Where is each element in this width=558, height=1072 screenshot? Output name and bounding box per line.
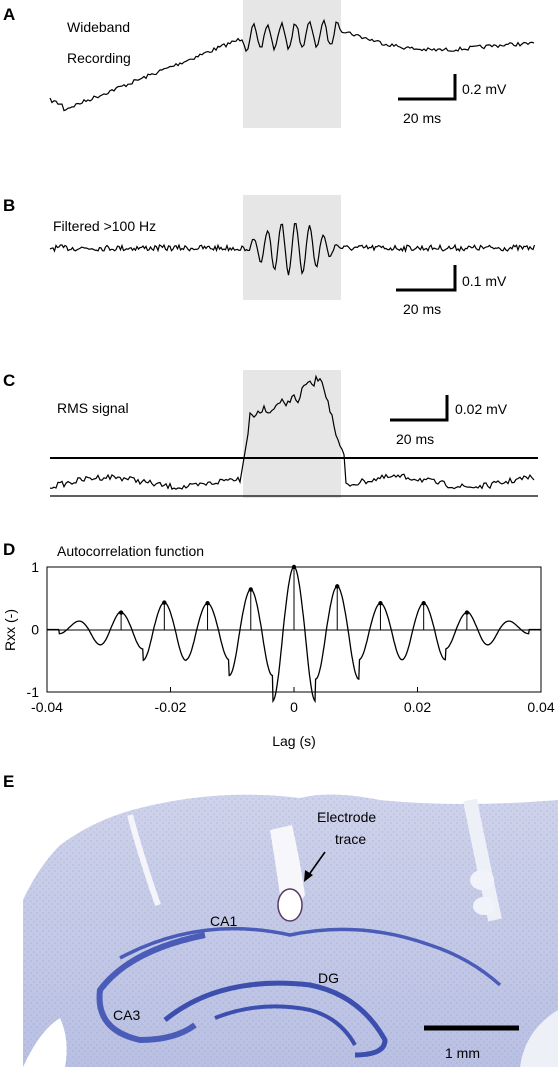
dg-lower-blade	[214, 1004, 357, 1046]
panel-c-scalebar	[390, 395, 449, 422]
x-tick-label: -0.04	[31, 699, 63, 715]
x-tick-label: 0	[290, 699, 298, 715]
panel-d: D Autocorrelation function -0.04 -0.02 0 0.…	[2, 540, 555, 749]
panel-a-label-line1: Wideband	[67, 19, 130, 35]
y-tick-label: 0	[31, 622, 39, 638]
panel-b-trace	[49, 222, 536, 276]
ca1-label: CA1	[210, 913, 237, 929]
panel-a-scalebar-y-label: 0.2 mV	[462, 81, 507, 97]
electrode-label-line2: trace	[335, 831, 366, 847]
panel-a-trace	[49, 18, 535, 112]
panel-c-scalebar-y-label: 0.02 mV	[455, 401, 508, 417]
histology-lower-right	[520, 1010, 558, 1067]
electrode-lesion	[277, 888, 303, 922]
panel-c-letter: C	[3, 371, 15, 390]
panel-a: A Wideband Recording 0.2 mV 20 ms	[3, 0, 535, 128]
dg-upper-blade	[163, 980, 388, 1058]
y-tick-label: 1	[31, 559, 39, 575]
electrode-arrow-shaft	[307, 851, 326, 877]
dg-label: DG	[318, 970, 339, 986]
panel-a-label-line2: Recording	[67, 50, 131, 66]
panel-a-shaded-region	[243, 0, 341, 128]
x-tick-label: -0.02	[155, 699, 187, 715]
panel-b: B Filtered >100 Hz 0.1 mV 20 ms	[3, 195, 536, 317]
cortex-fissure	[127, 814, 161, 907]
panel-a-letter: A	[3, 5, 15, 24]
ca3-layer	[96, 932, 206, 1044]
panel-a-scalebar	[398, 74, 457, 101]
panel-b-scalebar-x-label: 20 ms	[403, 301, 441, 317]
panel-b-label: Filtered >100 Hz	[53, 218, 156, 234]
x-tick-label: 0.02	[404, 699, 431, 715]
panel-b-scalebar	[396, 265, 457, 292]
panel-d-ylabel: Rxx (-)	[2, 609, 18, 651]
acf-peak-marker	[118, 610, 124, 615]
x-tick-label: 0.04	[527, 699, 554, 715]
panel-c-label: RMS signal	[57, 400, 129, 416]
electrode-label-line1: Electrode	[317, 809, 376, 825]
histology-texture	[23, 785, 558, 1067]
ventricle-bottom	[473, 897, 495, 915]
ventricle-top	[470, 870, 494, 890]
acf-peak-marker	[291, 564, 297, 570]
panel-a-scalebar-x-label: 20 ms	[403, 110, 441, 126]
panel-c-shaded-region	[243, 370, 341, 498]
panel-b-scalebar-y-label: 0.1 mV	[462, 273, 507, 289]
histology-lower-left-gap	[23, 1018, 67, 1067]
histology-top-gap	[23, 780, 558, 880]
histology-scalebar-label: 1 mm	[445, 1045, 480, 1061]
panel-c-trace	[49, 374, 535, 490]
acf-peak-marker	[421, 601, 426, 606]
panel-e: E Electrode trace CA1 CA3 DG 1	[3, 772, 558, 1067]
ca3-label: CA3	[113, 1007, 140, 1023]
panel-b-letter: B	[3, 196, 15, 215]
panel-d-xlabel: Lag (s)	[272, 733, 316, 749]
y-tick-label: -1	[27, 684, 40, 700]
panel-e-letter: E	[3, 772, 14, 791]
electrode-arrow-head	[304, 870, 313, 882]
panel-c-scalebar-x-label: 20 ms	[396, 431, 434, 447]
panel-d-title: Autocorrelation function	[57, 543, 204, 559]
acf-peak-marker	[464, 610, 470, 615]
panel-d-letter: D	[3, 540, 15, 559]
panel-d-peaks	[118, 564, 470, 630]
acf-peak-marker	[378, 601, 383, 606]
acf-peak-marker	[248, 587, 253, 592]
panel-d-ticks: -0.04 -0.02 0 0.02 0.04 -1 0 1	[27, 559, 555, 715]
ca1-layer	[119, 926, 502, 987]
acf-peak-marker	[335, 584, 340, 589]
acf-peak-marker	[205, 601, 210, 606]
acf-peak-marker	[162, 600, 167, 605]
panel-c: C RMS signal 0.02 mV 20 ms	[3, 370, 538, 498]
